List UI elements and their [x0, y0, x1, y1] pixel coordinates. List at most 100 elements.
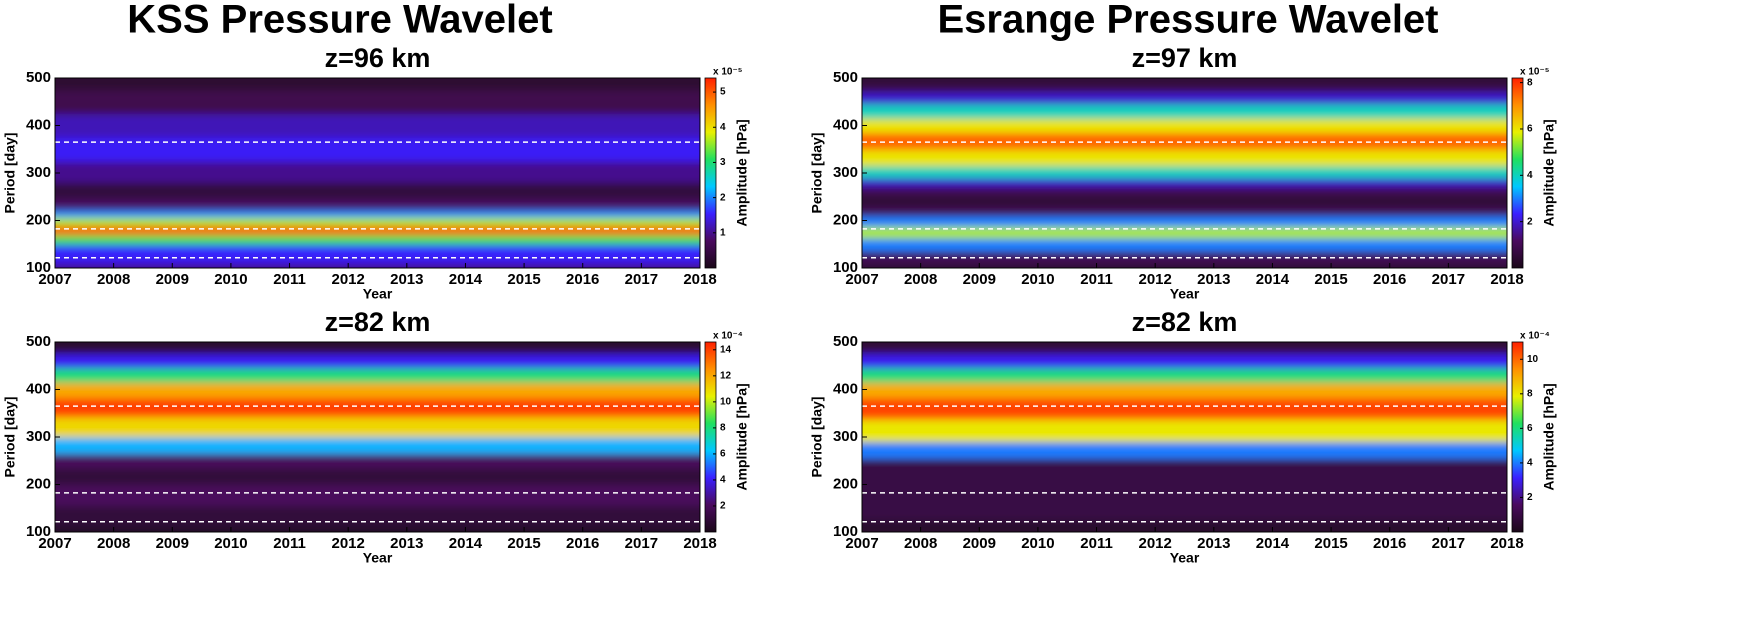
bands [55, 78, 700, 268]
x-tick-label: 2015 [507, 271, 540, 288]
y-tick-label: 300 [26, 164, 51, 181]
amplitude-band [55, 216, 700, 226]
amplitude-band [55, 253, 700, 264]
colorbar-tick-label: 8 [1527, 388, 1533, 399]
amplitude-band [862, 238, 1507, 252]
x-tick-label: 2018 [683, 535, 716, 552]
x-tick-label: 2013 [390, 535, 423, 552]
amplitude-band [55, 78, 700, 91]
x-tick-label: 2017 [1432, 271, 1465, 288]
x-axis-label: Year [1170, 286, 1200, 302]
y-tick-label: 200 [26, 475, 51, 492]
x-tick-label: 2008 [904, 535, 937, 552]
colorbar-tick-label: 1 [720, 227, 726, 238]
amplitude-band [862, 397, 1507, 420]
plot-area [55, 342, 700, 532]
x-tick-label: 2017 [625, 535, 658, 552]
amplitude-band [862, 195, 1507, 207]
x-tick-label: 2012 [331, 535, 364, 552]
x-tick-label: 2009 [963, 271, 996, 288]
x-tick-label: 2007 [38, 535, 71, 552]
amplitude-band [862, 132, 1507, 150]
amplitude-band [862, 342, 1507, 345]
x-tick-label: 2016 [1373, 271, 1406, 288]
amplitude-band [862, 215, 1507, 227]
x-tick-label: 2016 [566, 535, 599, 552]
y-tick-label: 200 [26, 211, 51, 228]
x-tick-label: 2011 [273, 535, 306, 552]
colorbar-scale: x 10⁻⁵ [713, 67, 743, 78]
amplitude-band [55, 209, 700, 218]
amplitude-band [55, 437, 700, 455]
amplitude-band [55, 199, 700, 211]
colorbar-tick-label: 8 [1527, 77, 1533, 88]
amplitude-band [55, 225, 700, 236]
amplitude-band [55, 342, 700, 345]
bands [862, 342, 1507, 532]
x-tick-label: 2008 [97, 271, 130, 288]
x-tick-label: 2018 [1490, 535, 1523, 552]
x-tick-label: 2014 [449, 535, 483, 552]
x-tick-label: 2016 [1373, 535, 1406, 552]
amplitude-band [55, 484, 700, 507]
x-tick-label: 2011 [1080, 535, 1113, 552]
amplitude-band [862, 78, 1507, 84]
amplitude-band [862, 458, 1507, 476]
colorbar-label: Amplitude [hPa] [1541, 383, 1557, 490]
x-tick-label: 2009 [156, 271, 189, 288]
amplitude-band [55, 161, 700, 183]
panel-title: z=82 km [325, 307, 431, 337]
amplitude-band [55, 397, 700, 418]
x-tick-label: 2007 [845, 535, 878, 552]
x-tick-label: 2010 [1021, 535, 1054, 552]
colorbar-tick-label: 4 [1527, 458, 1533, 469]
amplitude-band [55, 89, 700, 115]
amplitude-band [55, 263, 700, 268]
x-tick-label: 2015 [1314, 271, 1347, 288]
column-title: KSS Pressure Wavelet [127, 0, 552, 42]
bands [862, 78, 1507, 268]
colorbar-tick-label: 6 [1527, 124, 1533, 135]
x-tick-label: 2010 [1021, 271, 1054, 288]
x-tick-label: 2008 [904, 271, 937, 288]
x-tick-label: 2017 [1432, 535, 1465, 552]
colorbar-scale: x 10⁻⁴ [1520, 331, 1550, 342]
x-tick-label: 2012 [1138, 271, 1171, 288]
amplitude-band [862, 186, 1507, 197]
plot-area [862, 78, 1507, 268]
colorbar-label: Amplitude [hPa] [734, 119, 750, 226]
x-tick-label: 2017 [625, 271, 658, 288]
y-tick-label: 400 [833, 380, 858, 397]
amplitude-band [862, 441, 1507, 459]
colorbar-tick-label: 2 [720, 501, 726, 512]
amplitude-band [862, 206, 1507, 217]
x-tick-label: 2015 [507, 535, 540, 552]
x-tick-label: 2014 [1256, 271, 1290, 288]
amplitude-band [55, 344, 700, 355]
x-tick-label: 2015 [1314, 535, 1347, 552]
colorbar-tick-label: 12 [720, 370, 732, 381]
x-tick-label: 2014 [1256, 535, 1290, 552]
x-tick-label: 2012 [331, 271, 364, 288]
y-tick-label: 200 [833, 211, 858, 228]
amplitude-band [862, 92, 1507, 105]
y-tick-label: 400 [26, 116, 51, 133]
colorbar-tick-label: 3 [720, 157, 726, 168]
amplitude-band [55, 524, 700, 532]
x-axis-label: Year [1170, 550, 1200, 566]
y-axis-label: Period [day] [2, 397, 18, 478]
amplitude-band [862, 344, 1507, 355]
amplitude-band [862, 177, 1507, 187]
amplitude-band [55, 382, 700, 399]
y-tick-label: 400 [26, 380, 51, 397]
y-tick-label: 100 [26, 523, 51, 540]
y-tick-label: 300 [833, 428, 858, 445]
amplitude-band [862, 165, 1507, 179]
amplitude-band [55, 416, 700, 438]
amplitude-band [55, 505, 700, 526]
amplitude-band [862, 496, 1507, 521]
amplitude-band [862, 419, 1507, 443]
column-title: Esrange Pressure Wavelet [938, 0, 1439, 42]
plot-area [55, 78, 700, 268]
x-tick-label: 2007 [845, 271, 878, 288]
